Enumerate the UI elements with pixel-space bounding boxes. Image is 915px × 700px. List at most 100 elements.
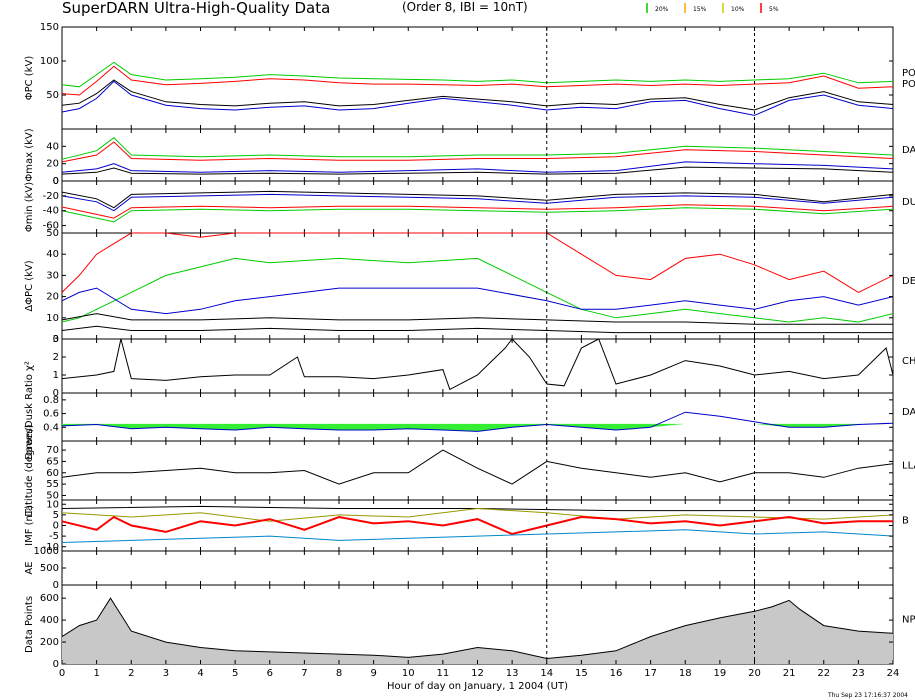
right-label: PO — [902, 79, 915, 90]
y-tick-label: 150 — [40, 22, 59, 33]
y-tick-label: 100 — [40, 56, 59, 67]
y-tick-label: 2 — [53, 352, 59, 363]
timestamp: Thu Sep 23 17:16:37 2004 — [827, 692, 908, 699]
y-tick-label: 0 — [53, 176, 59, 187]
series-line — [61, 161, 894, 173]
x-tick-label: 0 — [59, 668, 65, 679]
x-tick-label: 2 — [128, 668, 134, 679]
x-tick-label: 8 — [336, 668, 342, 679]
right-label: DU — [902, 197, 915, 208]
y-tick-label: 50 — [46, 490, 59, 501]
y-tick-label: 3 — [53, 334, 59, 345]
y-axis-label: Φmin (kV) — [24, 182, 35, 232]
panel-frame — [61, 338, 894, 394]
x-tick-label: 21 — [783, 668, 796, 679]
chart-title: SuperDARN Ultra-High-Quality Data — [62, 0, 330, 17]
x-tick-label: 7 — [301, 668, 307, 679]
y-tick-label: 30 — [46, 270, 59, 281]
y-tick-label: 70 — [46, 445, 59, 456]
y-tick-label: 10 — [46, 499, 59, 510]
series-line — [61, 193, 894, 212]
y-tick-label: 50 — [46, 228, 59, 239]
x-tick-label: 10 — [402, 668, 415, 679]
y-tick-label: 1000 — [34, 546, 59, 557]
series-line — [61, 529, 894, 543]
y-axis-label: χ² — [24, 361, 35, 371]
x-tick-label: 4 — [197, 668, 203, 679]
right-label: LLA — [902, 461, 915, 472]
y-tick-label: 40 — [46, 249, 59, 260]
series-line — [61, 65, 894, 96]
right-label: PO — [902, 68, 915, 79]
panel-chi2: 0 1 2 3 χ² CH — [24, 334, 915, 399]
y-axis-label: Data Points — [24, 596, 35, 653]
panel-frame — [61, 550, 894, 586]
x-tick-label: 17 — [644, 668, 657, 679]
series-line — [61, 207, 894, 223]
panel-ae: 0 500 1000 AE — [24, 546, 894, 591]
x-tick-label: 13 — [506, 668, 519, 679]
right-label: DAY — [902, 145, 915, 156]
y-tick-label: 500 — [40, 563, 59, 574]
legend-label: 20% — [655, 6, 669, 13]
series-line — [61, 80, 894, 116]
legend-label: 15% — [693, 6, 707, 13]
series-line — [61, 313, 893, 325]
y-axis-label: ΦPC (kV) — [24, 56, 35, 101]
series-line — [61, 515, 893, 536]
y-tick-label: 200 — [40, 637, 59, 648]
series-line — [61, 204, 894, 219]
y-tick-label: 0 — [53, 659, 59, 670]
right-label: CH — [902, 356, 915, 367]
x-tick-label: 3 — [163, 668, 169, 679]
x-tick-label: 16 — [610, 668, 623, 679]
x-tick-label: 6 — [267, 668, 273, 679]
series-line — [61, 338, 894, 391]
series-line — [61, 166, 894, 175]
x-tick-label: 19 — [714, 668, 727, 679]
y-tick-label: 400 — [40, 615, 59, 626]
y-tick-label: 60 — [46, 468, 59, 479]
y-tick-label: 40 — [46, 141, 59, 152]
chart-subtitle: (Order 8, IBI = 10nT) — [402, 0, 528, 14]
x-tick-label: 12 — [471, 668, 484, 679]
y-tick-label: 0 — [53, 176, 59, 187]
series-line — [61, 325, 893, 334]
y-axis-label: ΔΦPC (kV) — [24, 260, 35, 311]
ratio-fill — [62, 423, 893, 432]
y-tick-label: 0.6 — [43, 409, 59, 420]
y-tick-label: -10 — [43, 542, 59, 553]
x-tick-label: 11 — [437, 668, 450, 679]
series-line — [61, 287, 894, 315]
panel-frame — [61, 232, 894, 340]
panel-phi_min: -60 -40 -20 0 Φmin (kV) DU — [24, 176, 915, 234]
series-line — [61, 79, 894, 111]
y-tick-label: 50 — [46, 90, 59, 101]
y-tick-label: 0 — [53, 388, 59, 399]
right-label: DAY — [902, 407, 915, 418]
series-line — [61, 449, 894, 485]
right-label: NP — [902, 615, 915, 626]
series-line — [61, 190, 894, 209]
right-label: B — [902, 516, 909, 527]
y-tick-label: -60 — [43, 221, 59, 232]
y-tick-label: 65 — [46, 456, 59, 467]
series-line — [61, 137, 894, 160]
y-tick-label: 20 — [46, 159, 59, 170]
y-tick-label: 0.4 — [43, 422, 59, 433]
x-tick-label: 22 — [817, 668, 830, 679]
x-tick-label: 14 — [540, 668, 553, 679]
x-tick-label: 23 — [852, 668, 865, 679]
x-tick-label: 5 — [232, 668, 238, 679]
y-tick-label: 5 — [53, 510, 59, 521]
series-line — [61, 257, 894, 323]
series-line — [61, 507, 894, 522]
x-tick-label: 15 — [575, 668, 588, 679]
x-axis-label: Hour of day on January, 1 2004 (UT) — [387, 681, 568, 692]
y-axis-label: IMF (nT) — [24, 505, 35, 546]
data-points-area — [62, 598, 893, 664]
series-line — [61, 232, 894, 293]
